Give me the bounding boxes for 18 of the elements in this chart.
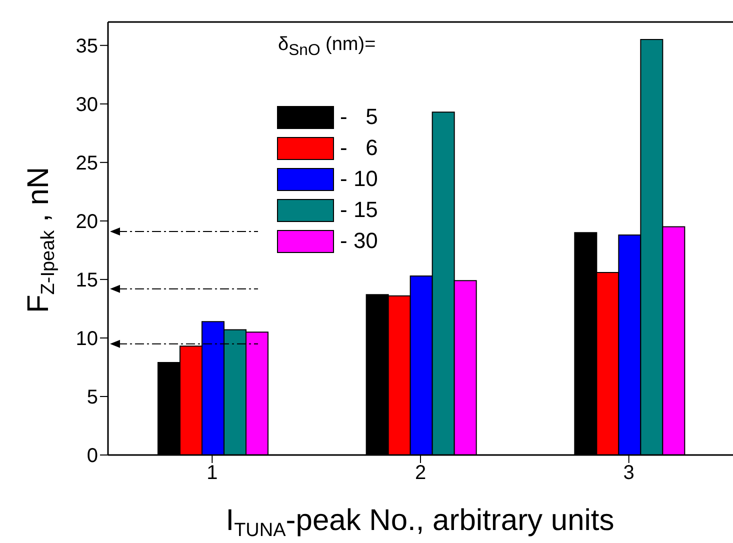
y-tick-label: 5 bbox=[86, 386, 98, 409]
x-axis-title: I$_{TUNA}$-peak No., arbitrary units bbox=[226, 504, 614, 541]
legend-label: - 5 bbox=[340, 104, 378, 130]
y-tick-label: 35 bbox=[76, 36, 98, 58]
legend-title: δ$_{SnO}$ (nm)= bbox=[278, 34, 376, 59]
y-tick-label: 0 bbox=[86, 445, 98, 468]
y-tick-label: 10 bbox=[76, 328, 98, 350]
y-tick-label: 30 bbox=[76, 94, 98, 116]
legend-label: - 30 bbox=[340, 228, 378, 254]
legend-label: - 15 bbox=[340, 197, 378, 224]
y-tick-label: 25 bbox=[76, 152, 98, 175]
legend-label: - 6 bbox=[340, 135, 378, 162]
x-tick-label: 2 bbox=[414, 462, 426, 484]
x-tick-label: 1 bbox=[206, 462, 218, 484]
y-tick-label: 20 bbox=[76, 211, 98, 234]
legend-label: - 10 bbox=[340, 166, 378, 192]
y-tick-label: 15 bbox=[76, 270, 98, 292]
x-tick-label: 3 bbox=[623, 462, 634, 484]
